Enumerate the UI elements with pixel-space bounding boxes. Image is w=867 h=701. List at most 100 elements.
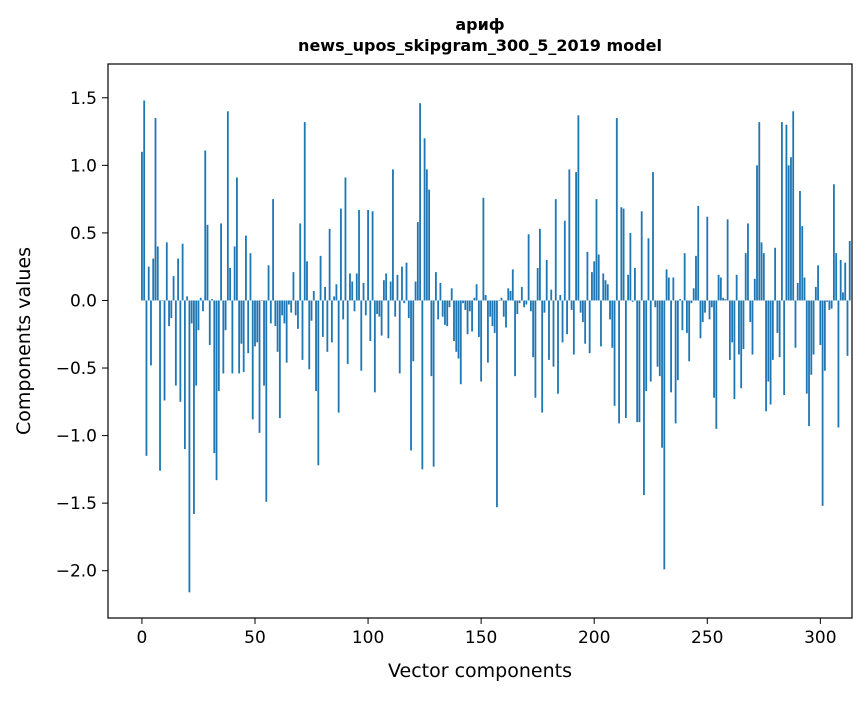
bar-162 [507,288,510,301]
bar-260 [728,300,731,360]
bar-293 [803,277,806,301]
y-tick-label: −1.5 [56,494,97,514]
bar-226 [652,172,654,301]
bar-271 [753,278,756,301]
bar-36 [222,300,225,374]
bar-17 [179,300,182,402]
bar-118 [407,300,410,319]
bar-306 [833,184,835,301]
bar-52 [258,300,261,433]
bar-20 [186,296,189,301]
bar-107 [382,280,385,301]
bar-68 [294,300,297,316]
bar-123 [419,103,421,301]
bar-72 [303,122,306,301]
bar-101 [369,300,372,341]
bar-12 [168,300,170,327]
bar-41 [233,246,236,301]
bar-269 [749,300,752,323]
bar-60 [276,300,279,352]
bar-115 [401,266,403,301]
bar-66 [290,300,293,313]
bar-8 [159,300,161,471]
bar-21 [188,300,191,593]
bar-307 [835,253,838,301]
bar-234 [670,300,672,393]
plot-frame [107,63,853,619]
bar-239 [681,300,684,331]
bar-13 [170,300,173,319]
bar-70 [299,223,302,301]
x-tick-label: 100 [352,628,384,648]
bar-208 [611,300,614,348]
bar-225 [649,300,652,382]
bar-309 [839,259,842,301]
bar-57 [269,300,272,324]
bar-42 [236,177,238,301]
bar-261 [731,300,734,343]
bar-91 [346,300,349,364]
bar-100 [367,209,369,301]
bar-187 [563,220,566,301]
bar-22 [190,300,193,324]
x-axis-ticks: 0 50 100 150 200 250 300 [137,618,837,648]
bar-139 [455,300,458,352]
bar-219 [636,300,639,423]
bar-33 [215,300,218,481]
bar-55 [265,300,268,502]
bar-99 [364,300,367,316]
bar-0 [141,151,143,301]
bar-240 [683,253,686,301]
bar-47 [247,300,250,354]
bar-35 [220,223,222,301]
bar-216 [629,232,632,301]
bar-167 [518,300,521,304]
bar-233 [667,277,670,301]
bar-209 [613,300,616,406]
bar-303 [826,300,829,302]
bar-245 [695,255,697,301]
bar-203 [600,300,602,347]
bar-228 [656,300,659,367]
bar-93 [351,281,354,301]
bar-231 [663,300,666,570]
bar-276 [765,300,767,412]
bar-103 [373,300,376,393]
bar-270 [751,300,754,355]
bar-81 [324,286,326,301]
bar-297 [812,300,815,355]
bar-147 [473,297,476,301]
bar-189 [568,169,571,301]
bar-116 [403,300,406,304]
bar-262 [733,300,736,400]
bar-84 [330,300,333,343]
bar-183 [554,199,557,301]
bar-249 [704,300,706,313]
bar-152 [484,295,487,301]
bar-29 [206,224,209,301]
bar-204 [602,273,605,301]
bar-291 [799,191,801,301]
bar-130 [435,272,437,301]
bar-188 [566,300,568,335]
y-tick-label: 0.5 [70,224,97,244]
bar-268 [747,223,749,301]
bar-10 [163,300,166,401]
bar-198 [588,300,591,354]
bar-180 [548,300,550,360]
bar-53 [260,300,263,301]
bar-214 [624,300,627,419]
bar-90 [344,177,347,301]
bar-257 [722,297,725,301]
bar-305 [830,300,833,309]
y-tick-label: 1.5 [70,89,97,109]
bar-71 [301,300,304,360]
bar-73 [306,261,308,301]
bar-174 [534,300,537,398]
bar-69 [297,300,299,329]
bar-133 [441,300,444,317]
bar-237 [676,300,679,381]
bar-48 [249,253,252,301]
bar-301 [821,300,824,506]
bar-247 [699,300,702,339]
